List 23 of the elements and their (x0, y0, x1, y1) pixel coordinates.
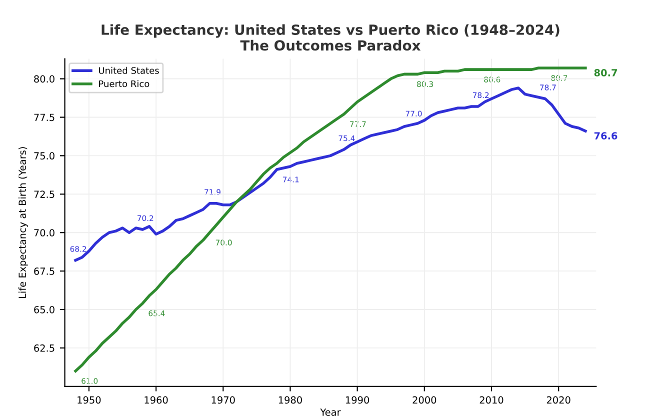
data-label: 76.6 (594, 132, 618, 140)
legend-label: Puerto Rico (99, 80, 150, 88)
y-tick-label: 77.5 (34, 114, 54, 122)
data-label: 80.7 (594, 69, 617, 76)
y-tick-label: 62.5 (34, 344, 54, 352)
y-tick-label: 80.0 (34, 75, 54, 83)
y-axis-title: Life Expectancy at Birth (Years) (18, 147, 28, 298)
x-tick-label: 1950 (78, 396, 101, 404)
chart-title: Life Expectancy: United States vs Puerto Rico (1948–2024) The Outcomes Paradox (102, 24, 560, 51)
y-tick-label: 72.5 (34, 190, 54, 198)
x-tick-label: 2010 (480, 396, 504, 404)
x-tick-label: 1970 (212, 396, 235, 404)
x-axis-title: Year (320, 408, 341, 416)
y-tick-label: 70.0 (34, 229, 54, 236)
x-tick-label: 1960 (144, 396, 168, 404)
x-tick-label: 1980 (278, 396, 302, 404)
y-tick-label: 75.0 (34, 152, 54, 160)
x-tick-label: 2000 (412, 396, 436, 404)
y-tick-label: 67.5 (34, 268, 54, 275)
x-tick-label: 1990 (346, 396, 370, 404)
x-tick-label: 2020 (546, 396, 570, 404)
legend-label: United States (98, 66, 159, 74)
y-tick-label: 65.0 (34, 306, 54, 314)
